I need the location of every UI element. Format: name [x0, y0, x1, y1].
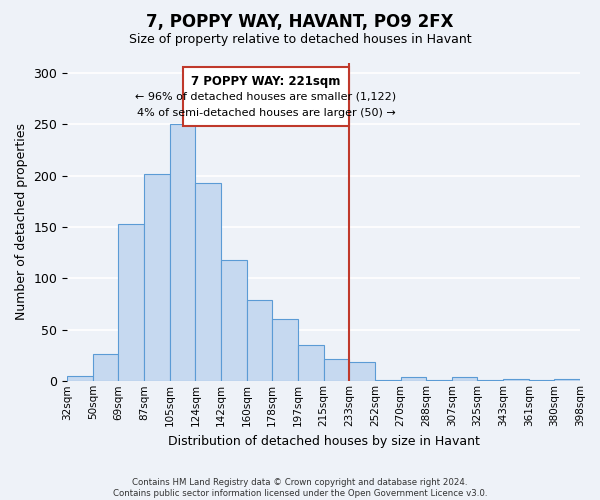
- Text: 7 POPPY WAY: 221sqm: 7 POPPY WAY: 221sqm: [191, 75, 341, 88]
- Bar: [93, 354, 118, 382]
- Bar: [247, 300, 272, 382]
- Bar: [554, 379, 580, 382]
- Bar: [529, 380, 554, 382]
- Bar: [67, 376, 93, 382]
- Text: Size of property relative to detached houses in Havant: Size of property relative to detached ho…: [128, 32, 472, 46]
- Bar: [221, 260, 247, 382]
- Bar: [298, 346, 323, 382]
- Bar: [452, 377, 478, 382]
- Text: ← 96% of detached houses are smaller (1,122): ← 96% of detached houses are smaller (1,…: [136, 92, 397, 102]
- Bar: [478, 380, 503, 382]
- Bar: [170, 124, 196, 382]
- Bar: [349, 362, 375, 382]
- Text: Contains HM Land Registry data © Crown copyright and database right 2024.
Contai: Contains HM Land Registry data © Crown c…: [113, 478, 487, 498]
- Bar: [426, 380, 452, 382]
- Bar: [401, 377, 426, 382]
- Text: 7, POPPY WAY, HAVANT, PO9 2FX: 7, POPPY WAY, HAVANT, PO9 2FX: [146, 12, 454, 30]
- Bar: [323, 358, 349, 382]
- Bar: [118, 224, 144, 382]
- FancyBboxPatch shape: [182, 66, 349, 126]
- Y-axis label: Number of detached properties: Number of detached properties: [15, 124, 28, 320]
- Bar: [272, 318, 298, 382]
- Bar: [503, 379, 529, 382]
- Bar: [375, 380, 401, 382]
- Text: 4% of semi-detached houses are larger (50) →: 4% of semi-detached houses are larger (5…: [137, 108, 395, 118]
- Bar: [144, 174, 170, 382]
- X-axis label: Distribution of detached houses by size in Havant: Distribution of detached houses by size …: [167, 434, 479, 448]
- Bar: [196, 183, 221, 382]
